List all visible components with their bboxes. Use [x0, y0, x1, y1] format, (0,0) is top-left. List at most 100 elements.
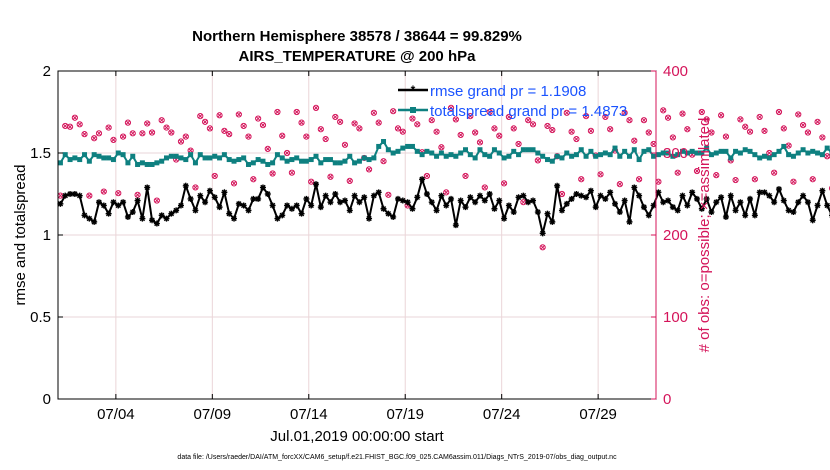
totalspread-point: [82, 152, 88, 158]
obs-possible-point: [828, 185, 830, 191]
chart-title-line-2: AIRS_TEMPERATURE @ 200 hPa: [239, 48, 477, 65]
obs-possible-point: [216, 112, 223, 119]
totalspread-point: [409, 143, 415, 149]
rmse-point: [95, 199, 102, 206]
obs-possible-point: [452, 116, 459, 123]
rmse-point: [67, 191, 74, 197]
obs-possible-point: [245, 133, 252, 140]
totalspread-point: [463, 147, 469, 153]
rmse-point: [284, 202, 291, 209]
obs-possible-point: [814, 118, 821, 125]
obs-assimilated-point: [115, 190, 121, 196]
totalspread-point: [569, 153, 575, 159]
obs-assimilated-point: [168, 130, 174, 135]
obs-possible-point: [481, 184, 488, 191]
obs-possible-point: [283, 149, 291, 157]
obs-possible-point: [139, 130, 146, 137]
obs-assimilated-point: [313, 105, 319, 111]
rmse-point: [756, 189, 763, 196]
totalspread-point: [742, 147, 748, 153]
rmse-point: [645, 212, 652, 219]
obs-assimilated-point: [583, 113, 589, 119]
rmse-point: [583, 194, 590, 201]
obs-assimilated-point: [607, 126, 613, 132]
obs-assimilated-point: [472, 130, 478, 135]
obs-assimilated-point: [434, 129, 439, 135]
obs-assimilated-point: [328, 174, 333, 180]
totalspread-point: [125, 160, 131, 166]
obs-possible-point: [95, 130, 103, 137]
totalspread-point: [327, 157, 333, 163]
obs-assimilated-point: [304, 134, 309, 139]
totalspread-point: [443, 153, 449, 159]
obs-possible-point: [226, 131, 233, 138]
totalspread-point: [684, 150, 690, 156]
obs-possible-point: [115, 190, 122, 197]
obs-assimilated-point: [564, 110, 570, 116]
obs-possible-point: [472, 129, 479, 136]
totalspread-point: [713, 150, 719, 156]
obs-possible-point: [756, 113, 763, 121]
obs-possible-point: [626, 117, 633, 124]
obs-possible-point: [337, 118, 344, 125]
obs-assimilated-point: [646, 130, 652, 135]
totalspread-point: [405, 143, 411, 149]
totalspread-point: [660, 150, 666, 156]
rmse-point: [496, 197, 503, 204]
rmse-point: [660, 199, 667, 206]
obs-possible-point: [230, 180, 238, 187]
obs-assimilated-point: [236, 112, 242, 117]
obs-assimilated-point: [217, 112, 222, 118]
totalspread-point: [544, 157, 550, 163]
obs-possible-point: [81, 131, 88, 138]
rmse-point: [481, 197, 488, 204]
rmse-point: [616, 209, 623, 216]
obs-possible-point: [621, 109, 628, 116]
x-tick-label-2: 07/14: [290, 406, 328, 423]
obs-possible-point: [148, 129, 156, 136]
rmse-point: [419, 176, 426, 183]
totalspread-point: [188, 152, 194, 158]
rmse-point: [255, 195, 262, 202]
rmse-point: [177, 202, 184, 209]
obs-assimilated-point: [448, 105, 454, 111]
obs-assimilated-point: [598, 171, 603, 177]
totalspread-point: [284, 158, 290, 164]
obs-assimilated-point: [352, 121, 357, 126]
obs-assimilated-point: [617, 181, 623, 187]
obs-possible-point: [486, 108, 493, 116]
totalspread-point: [217, 155, 223, 161]
x-axis: 07/04 07/09 07/14 07/19 07/24 07/29: [97, 71, 617, 423]
obs-possible-point: [201, 118, 209, 125]
x-tick-label-0: 07/04: [97, 406, 135, 423]
obs-possible-point: [679, 110, 686, 117]
rmse-point: [640, 204, 647, 211]
rmse-point: [404, 199, 411, 206]
totalspread-point: [130, 153, 136, 159]
obs-assimilated-point: [458, 132, 464, 138]
obs-assimilated-point: [86, 193, 92, 198]
totalspread-point: [159, 158, 165, 164]
rmse-point: [520, 192, 527, 199]
obs-assimilated-point: [226, 131, 232, 137]
rmse-point: [366, 215, 373, 222]
rmse-point: [824, 202, 830, 209]
obs-assimilated-point: [622, 110, 628, 116]
totalspread-point: [458, 150, 464, 156]
rmse-point: [423, 191, 430, 197]
obs-assimilated-point: [357, 126, 362, 131]
rmse-point: [182, 182, 189, 189]
rmse-point: [737, 199, 744, 206]
totalspread-point: [255, 157, 261, 163]
totalspread-point: [800, 147, 806, 153]
rmse-point: [226, 210, 233, 217]
obs-possible-point: [684, 126, 691, 133]
obs-possible-point: [375, 119, 382, 126]
totalspread-point: [805, 150, 811, 156]
rmse-point: [303, 195, 310, 202]
obs-assimilated-point: [636, 176, 642, 182]
rmse-point: [742, 212, 749, 219]
totalspread-point: [516, 152, 522, 158]
totalspread-point: [762, 153, 768, 159]
rmse-point: [631, 184, 638, 191]
